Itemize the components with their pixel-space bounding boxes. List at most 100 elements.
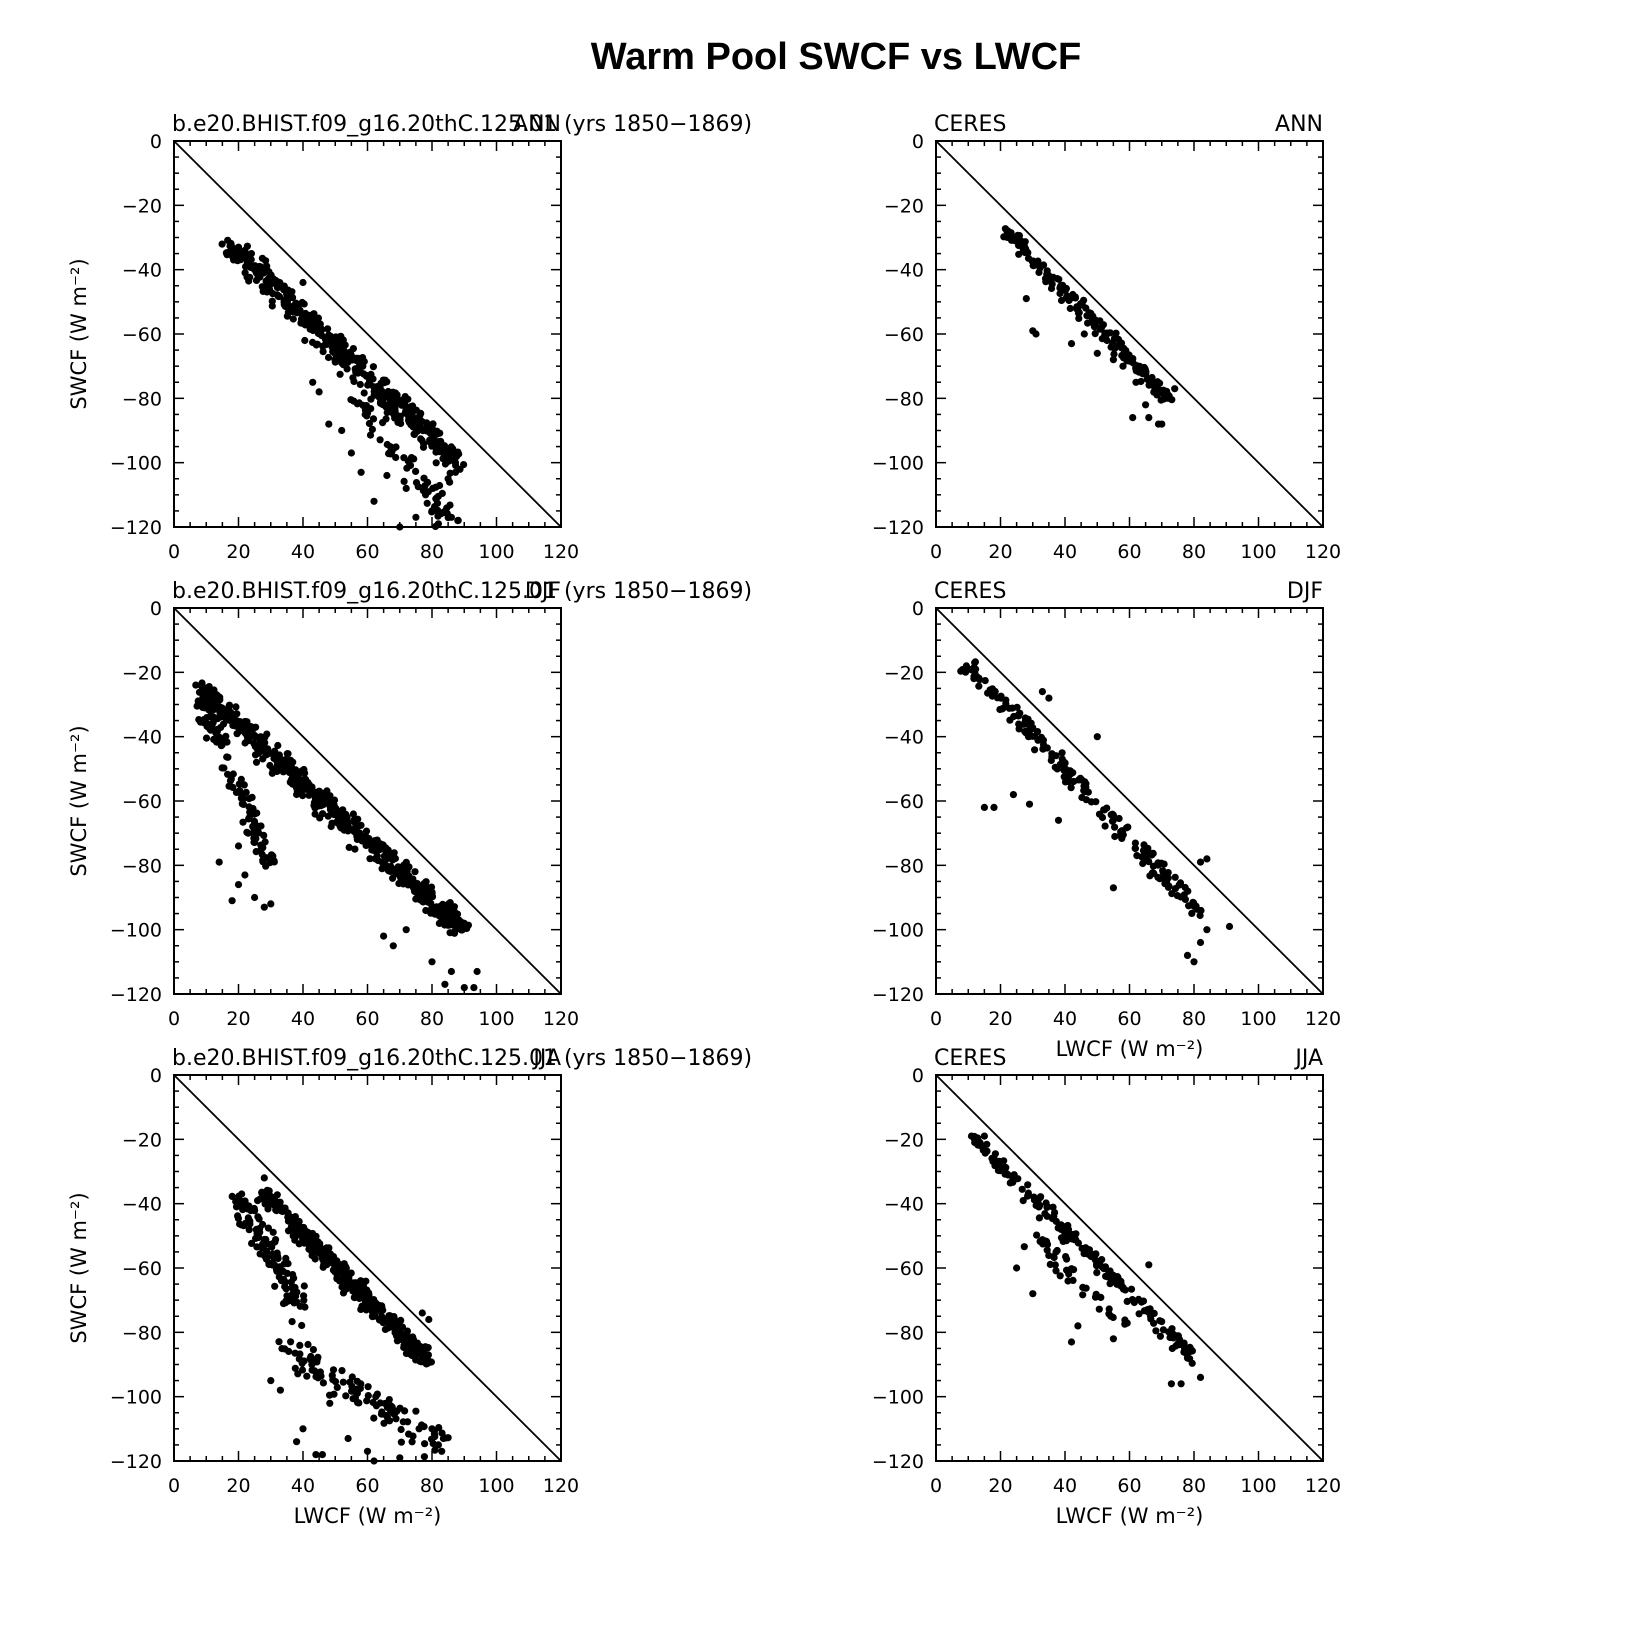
data-point	[318, 1248, 326, 1256]
data-point	[428, 1425, 436, 1433]
data-point	[399, 1418, 407, 1426]
data-point	[1027, 725, 1035, 733]
data-point	[268, 1196, 276, 1205]
data-point	[300, 1292, 308, 1300]
data-point	[396, 418, 404, 427]
data-point	[271, 1282, 279, 1290]
y-tick-label: −100	[110, 1387, 162, 1409]
data-point	[1033, 728, 1042, 736]
data-point	[1159, 386, 1167, 394]
data-point	[428, 889, 436, 897]
data-point	[1107, 811, 1115, 819]
data-point	[441, 445, 449, 453]
data-point	[318, 326, 326, 334]
data-point	[254, 1197, 262, 1205]
data-point	[423, 419, 431, 427]
data-point	[1153, 378, 1162, 386]
data-point	[1071, 1234, 1079, 1243]
x-tick-label: 0	[168, 541, 180, 563]
data-point	[1129, 355, 1137, 363]
data-point	[1027, 719, 1035, 727]
data-point	[407, 1336, 415, 1344]
data-point	[431, 1446, 439, 1454]
chart-panel-4: 0 20 40 60 80 100 120 0 −20 −40 −60 −80 −100 −120 CERE…	[872, 579, 1341, 1061]
data-point	[416, 896, 424, 904]
data-point	[420, 880, 428, 888]
data-point	[205, 683, 213, 691]
data-point	[1196, 938, 1205, 947]
data-point	[1168, 1344, 1176, 1353]
data-point	[308, 790, 316, 798]
data-point	[254, 1213, 262, 1221]
panel-right-label: DJF	[1287, 579, 1323, 604]
data-point	[330, 796, 339, 804]
data-point	[352, 815, 360, 824]
data-point	[226, 714, 235, 722]
data-point	[357, 1277, 365, 1285]
data-point	[460, 984, 468, 992]
data-point	[998, 1161, 1007, 1169]
data-point	[1119, 362, 1127, 370]
data-point	[453, 910, 462, 918]
x-tick-label: 120	[543, 1008, 579, 1030]
data-point	[309, 1346, 317, 1354]
data-point	[1091, 1293, 1100, 1301]
x-tick-label: 40	[291, 541, 315, 563]
data-point	[975, 682, 983, 690]
data-point	[387, 1315, 395, 1323]
data-point	[451, 928, 459, 936]
data-point	[296, 1341, 304, 1349]
data-point	[338, 1367, 346, 1375]
data-point	[1156, 1317, 1164, 1325]
data-point	[434, 1441, 442, 1449]
x-tick-label: 120	[543, 1475, 579, 1497]
data-point	[1111, 832, 1119, 841]
data-point	[1132, 364, 1140, 372]
data-point	[365, 378, 374, 386]
y-tick-label: −60	[884, 791, 924, 813]
data-point	[240, 722, 248, 731]
data-point	[991, 687, 999, 696]
data-point	[298, 1366, 307, 1374]
data-point	[389, 942, 397, 950]
data-point	[381, 1325, 389, 1333]
panel-left-label: CERES	[934, 1046, 1006, 1071]
data-point	[964, 665, 972, 673]
data-point	[398, 1335, 406, 1343]
y-tick-label: −20	[884, 195, 924, 217]
data-point	[387, 1402, 395, 1410]
x-tick-label: 40	[1053, 1008, 1077, 1030]
data-point	[377, 397, 385, 406]
data-point	[411, 416, 419, 425]
data-point	[1056, 1272, 1064, 1280]
data-point	[1196, 858, 1205, 866]
data-point	[357, 1380, 365, 1388]
data-point	[280, 282, 288, 290]
data-point	[971, 669, 979, 677]
data-point	[408, 1438, 416, 1446]
data-point	[967, 1132, 976, 1140]
data-point	[324, 353, 333, 362]
data-point	[393, 394, 401, 402]
data-point	[1057, 282, 1065, 290]
data-point	[439, 906, 447, 914]
data-point	[244, 829, 252, 837]
data-point	[324, 333, 332, 341]
data-point	[200, 684, 208, 692]
data-point	[1080, 296, 1088, 304]
data-point	[339, 806, 347, 814]
data-point	[302, 1227, 310, 1235]
data-point	[379, 1319, 387, 1327]
data-point	[1079, 1291, 1087, 1299]
data-point	[353, 835, 361, 844]
x-tick-label: 80	[1182, 1008, 1206, 1030]
data-point	[1047, 284, 1056, 293]
data-point	[329, 1376, 337, 1384]
data-point	[1101, 1264, 1109, 1272]
data-point	[260, 903, 268, 911]
data-point	[991, 1162, 999, 1170]
data-point	[273, 1249, 281, 1257]
x-tick-label: 60	[355, 541, 379, 563]
data-point	[1148, 869, 1156, 877]
data-point	[396, 523, 404, 531]
